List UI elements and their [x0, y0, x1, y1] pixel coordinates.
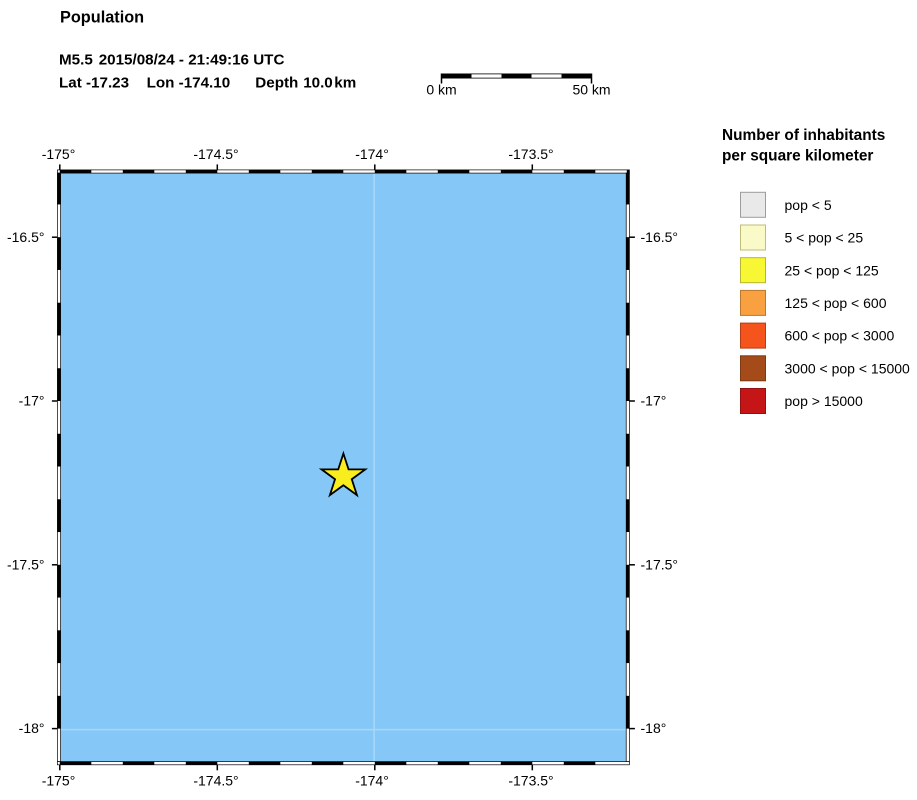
svg-text:M5.5: M5.5	[59, 52, 93, 69]
svg-text:600 < pop < 3000: 600 < pop < 3000	[785, 328, 895, 344]
svg-text:3000 < pop < 15000: 3000 < pop < 15000	[785, 360, 911, 376]
svg-text:-16.5°: -16.5°	[7, 229, 45, 245]
svg-text:-17°: -17°	[19, 393, 45, 409]
svg-text:-173.5°: -173.5°	[508, 146, 553, 162]
svg-text:-18°: -18°	[19, 720, 45, 736]
svg-text:-17.5°: -17.5°	[641, 556, 679, 572]
svg-text:Number of inhabitants: Number of inhabitants	[722, 127, 885, 144]
svg-text:-175°: -175°	[42, 146, 76, 162]
svg-text:-174.5°: -174.5°	[193, 772, 238, 788]
svg-text:2015/08/24 - 21:49:16 UTC: 2015/08/24 - 21:49:16 UTC	[99, 52, 285, 69]
svg-text:25 < pop < 125: 25 < pop < 125	[785, 262, 879, 278]
svg-text:Depth: Depth	[255, 75, 298, 92]
svg-text:5 < pop < 25: 5 < pop < 25	[785, 230, 864, 246]
svg-text:-175°: -175°	[42, 772, 76, 788]
svg-text:Lon -174.10: Lon -174.10	[147, 75, 231, 92]
svg-text:pop > 15000: pop > 15000	[785, 393, 863, 409]
svg-text:-16.5°: -16.5°	[641, 229, 679, 245]
svg-text:-174.5°: -174.5°	[193, 146, 238, 162]
svg-text:Lat -17.23: Lat -17.23	[59, 75, 129, 92]
svg-text:-17.5°: -17.5°	[7, 556, 45, 572]
svg-text:-174°: -174°	[355, 772, 389, 788]
svg-text:-18°: -18°	[641, 720, 667, 736]
svg-text:per square kilometer: per square kilometer	[722, 147, 873, 164]
svg-text:-173.5°: -173.5°	[508, 772, 553, 788]
svg-text:-174°: -174°	[355, 146, 389, 162]
svg-text:10.0: 10.0	[303, 75, 333, 92]
svg-text:pop < 5: pop < 5	[785, 197, 832, 213]
svg-text:-17°: -17°	[641, 393, 667, 409]
svg-text:0 km: 0 km	[426, 82, 456, 98]
svg-text:Population: Population	[60, 8, 144, 26]
svg-text:km: km	[334, 75, 356, 92]
svg-text:125 < pop < 600: 125 < pop < 600	[785, 295, 887, 311]
svg-text:50 km: 50 km	[572, 82, 610, 98]
